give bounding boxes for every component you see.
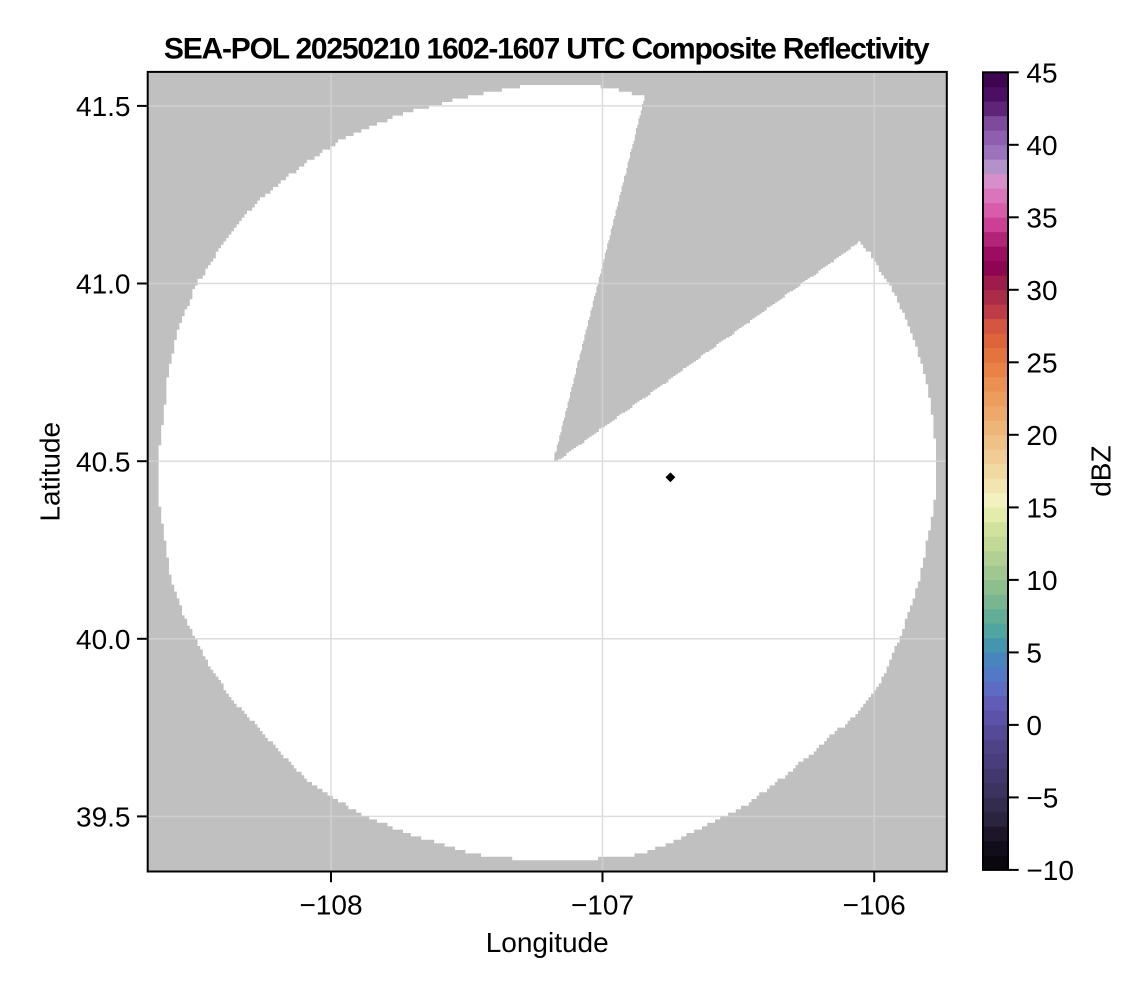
svg-text:40: 40 <box>1026 130 1057 161</box>
svg-text:5: 5 <box>1026 638 1042 669</box>
svg-text:−5: −5 <box>1026 783 1058 814</box>
svg-text:40.5: 40.5 <box>76 446 131 477</box>
svg-text:0: 0 <box>1026 710 1042 741</box>
svg-text:41.5: 41.5 <box>76 91 131 122</box>
svg-text:Latitude: Latitude <box>35 422 66 522</box>
svg-text:10: 10 <box>1026 565 1057 596</box>
svg-text:dBZ: dBZ <box>1086 445 1117 496</box>
svg-text:20: 20 <box>1026 420 1057 451</box>
svg-text:Longitude: Longitude <box>486 927 609 958</box>
svg-text:40.0: 40.0 <box>76 624 131 655</box>
svg-text:25: 25 <box>1026 347 1057 378</box>
svg-text:−10: −10 <box>1026 855 1074 886</box>
svg-text:15: 15 <box>1026 493 1057 524</box>
svg-text:30: 30 <box>1026 275 1057 306</box>
svg-text:35: 35 <box>1026 202 1057 233</box>
svg-text:41.0: 41.0 <box>76 269 131 300</box>
svg-text:−107: −107 <box>571 890 634 921</box>
svg-text:−108: −108 <box>299 890 362 921</box>
svg-text:39.5: 39.5 <box>76 802 131 833</box>
svg-text:45: 45 <box>1026 57 1057 88</box>
svg-text:−106: −106 <box>843 890 906 921</box>
svg-text:SEA-POL 20250210 1602-1607 UTC: SEA-POL 20250210 1602-1607 UTC Composite… <box>164 33 930 66</box>
